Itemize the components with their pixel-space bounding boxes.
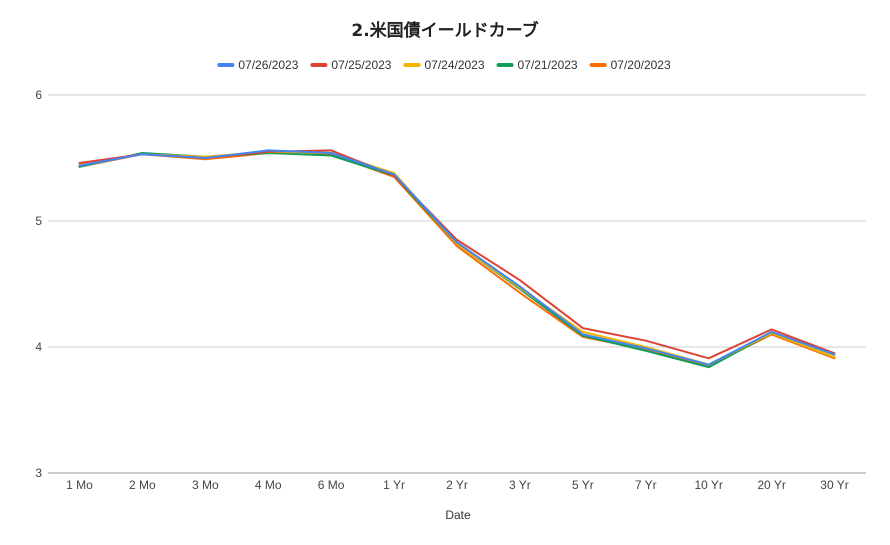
series-lines — [78, 149, 836, 369]
x-tick-label: 3 Mo — [192, 478, 219, 492]
x-tick-label: 3 Yr — [509, 478, 531, 492]
legend-label: 07/20/2023 — [611, 58, 671, 72]
x-axis-ticks: 1 Mo 2 Mo 3 Mo 4 Mo 6 Mo 1 Yr 2 Yr 3 Yr 5 Yr 7 Yr… — [66, 478, 849, 492]
y-tick-label: 6 — [35, 88, 42, 102]
legend-item[interactable]: 07/24/2023 — [403, 58, 485, 72]
legend-item[interactable]: 07/20/2023 — [589, 58, 671, 72]
x-tick-label: 1 Yr — [383, 478, 405, 492]
x-tick-label: 4 Mo — [255, 478, 282, 492]
series-line-07-20-2023 — [78, 152, 836, 367]
x-tick-label: 10 Yr — [694, 478, 722, 492]
x-tick-label: 20 Yr — [757, 478, 785, 492]
y-tick-label: 3 — [35, 466, 42, 480]
y-axis-ticks: 3 4 5 6 — [35, 88, 42, 480]
x-axis-title: Date — [445, 508, 471, 522]
series-line-07-25-2023 — [78, 149, 836, 360]
series-line-07-24-2023 — [78, 150, 836, 366]
series-line-07-26-2023 — [78, 149, 836, 366]
x-tick-label: 2 Mo — [129, 478, 156, 492]
legend: 07/26/2023 07/25/2023 07/24/2023 07/21/2023… — [217, 58, 671, 72]
legend-item[interactable]: 07/25/2023 — [310, 58, 392, 72]
x-tick-label: 30 Yr — [820, 478, 848, 492]
legend-item[interactable]: 07/21/2023 — [496, 58, 578, 72]
chart-title: 2.米国債イールドカーブ — [351, 20, 538, 41]
legend-label: 07/24/2023 — [424, 58, 484, 72]
x-tick-label: 1 Mo — [66, 478, 93, 492]
legend-label: 07/21/2023 — [518, 58, 578, 72]
legend-label: 07/25/2023 — [331, 58, 391, 72]
legend-item[interactable]: 07/26/2023 — [217, 58, 299, 72]
series-line-07-21-2023 — [78, 152, 836, 369]
x-tick-label: 2 Yr — [446, 478, 468, 492]
x-tick-label: 7 Yr — [635, 478, 657, 492]
y-tick-label: 4 — [35, 340, 42, 354]
y-tick-label: 5 — [35, 214, 42, 228]
x-tick-label: 6 Mo — [318, 478, 345, 492]
gridlines — [48, 94, 866, 474]
x-tick-label: 5 Yr — [572, 478, 594, 492]
legend-label: 07/26/2023 — [238, 58, 298, 72]
